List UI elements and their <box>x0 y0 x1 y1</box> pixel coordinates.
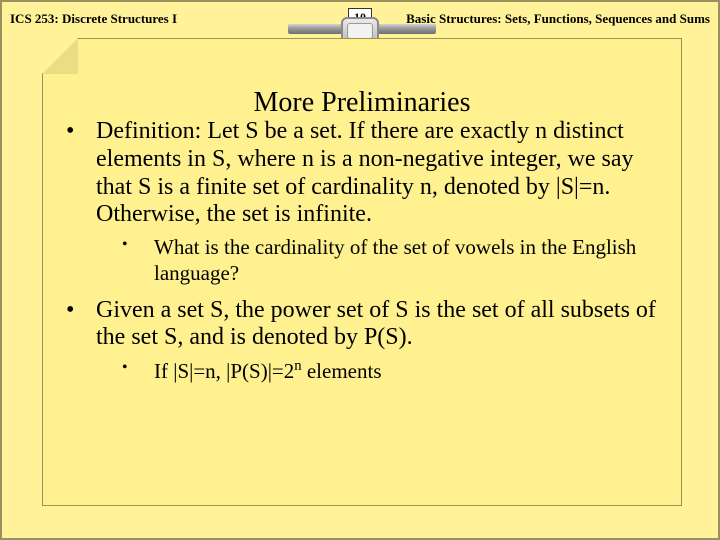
bullet-text: Given a set S, the power set of S is the… <box>96 297 666 353</box>
header-course: ICS 253: Discrete Structures I <box>10 11 177 27</box>
list-item: • If |S|=n, |P(S)|=2n elements <box>122 358 666 385</box>
list-item: • What is the cardinality of the set of … <box>122 235 666 286</box>
bullet-text: Definition: Let S be a set. If there are… <box>96 118 666 229</box>
slide: ICS 253: Discrete Structures I 10 Basic … <box>0 0 720 540</box>
list-item: • Given a set S, the power set of S is t… <box>66 297 666 353</box>
bullet-dot-icon: • <box>66 297 96 353</box>
bullet-dot-icon: • <box>122 358 154 385</box>
header-chapter: Basic Structures: Sets, Functions, Seque… <box>406 11 710 27</box>
slide-title: More Preliminaries <box>2 87 720 119</box>
bullet-dot-icon: • <box>122 235 154 286</box>
list-item: • Definition: Let S be a set. If there a… <box>66 118 666 229</box>
slide-body: • Definition: Let S be a set. If there a… <box>66 118 666 395</box>
bullet-text: If |S|=n, |P(S)|=2n elements <box>154 358 666 385</box>
bullet-dot-icon: • <box>66 118 96 229</box>
bullet-text: What is the cardinality of the set of vo… <box>154 235 666 286</box>
paper-fold <box>42 38 78 74</box>
